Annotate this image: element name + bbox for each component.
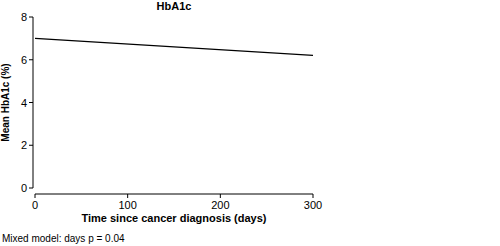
y-tick <box>29 17 33 18</box>
y-tick-label: 0 <box>21 182 27 194</box>
y-tick-label: 4 <box>21 97 27 109</box>
y-tick <box>29 145 33 146</box>
x-label: Time since cancer diagnosis (days) <box>81 212 266 224</box>
y-tick-label: 8 <box>21 11 27 23</box>
x-tick <box>313 194 314 198</box>
y-tick-label: 6 <box>21 54 27 66</box>
plot-area <box>35 38 313 55</box>
x-axis <box>35 194 313 195</box>
y-label: Mean HbA1c (%) <box>0 63 11 141</box>
chart: HbA1c 0 2 4 6 8 Mean HbA1c (%) 0 100 200 300 Time s… <box>0 0 500 246</box>
data-line <box>35 38 313 55</box>
y-tick <box>29 59 33 60</box>
y-tick <box>29 102 33 103</box>
x-tick <box>220 194 221 198</box>
x-tick <box>35 194 36 198</box>
y-tick-label: 2 <box>21 139 27 151</box>
x-tick-label: 300 <box>304 199 322 211</box>
title: HbA1c <box>157 0 192 12</box>
x-tick-label: 200 <box>211 199 229 211</box>
x-tick <box>127 194 128 198</box>
x-tick-label: 100 <box>118 199 136 211</box>
annotation: Mixed model: days p = 0.04 <box>2 233 125 244</box>
y-tick <box>29 188 33 189</box>
x-tick-label: 0 <box>32 199 38 211</box>
